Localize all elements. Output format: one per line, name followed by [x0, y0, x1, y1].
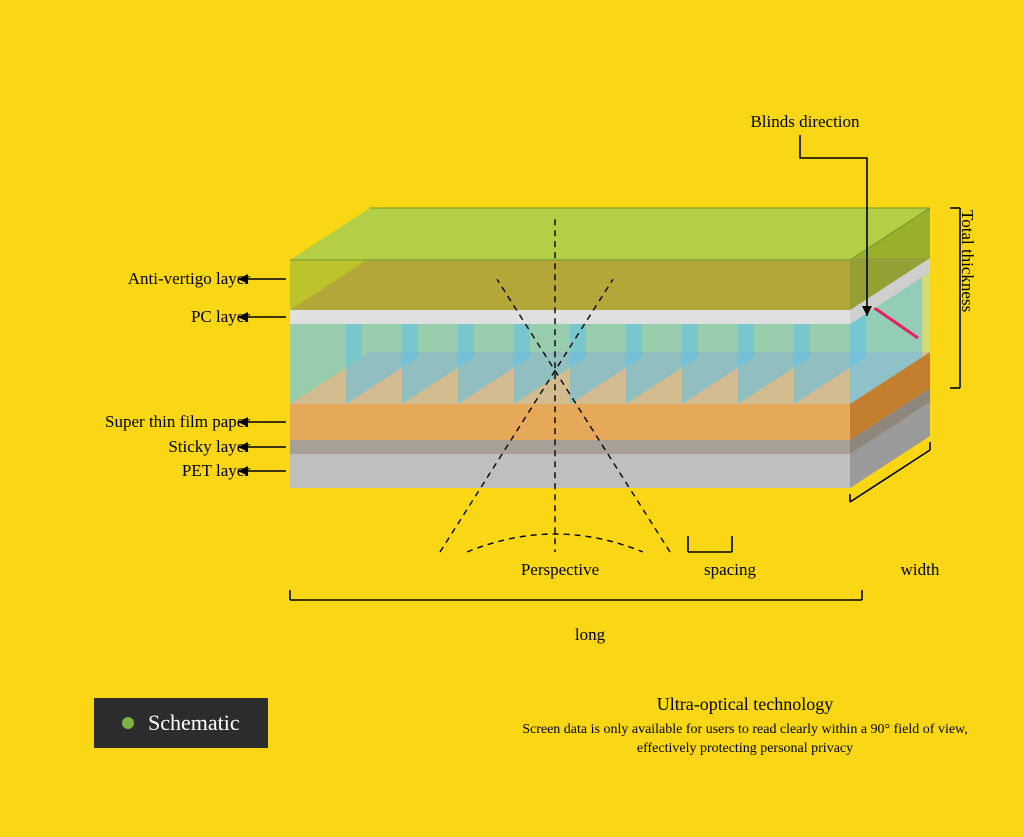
spacing-label: spacing	[680, 560, 780, 580]
footer-body: Screen data is only available for users …	[510, 721, 980, 759]
layer-label-pet: PET layer	[20, 461, 250, 481]
footer-title: Ultra-optical technology	[510, 694, 980, 715]
footer: Ultra-optical technology Screen data is …	[510, 694, 980, 759]
diagram-stage: Anti-vertigo layer PC layer Super thin fil…	[0, 0, 1024, 837]
long-label: long	[540, 625, 640, 645]
layer-label-sticky: Sticky layer	[20, 437, 250, 457]
blinds-direction-label: Blinds direction	[720, 112, 890, 132]
width-label: width	[880, 560, 960, 580]
perspective-label: Perspective	[500, 560, 620, 580]
schematic-badge: Schematic	[94, 698, 268, 748]
layer-label-pc: PC layer	[20, 307, 250, 327]
layer-labels-column: Anti-vertigo layer PC layer Super thin fil…	[0, 0, 250, 600]
layer-label-film: Super thin film paper	[20, 412, 250, 432]
thickness-label: Total thickness	[955, 210, 977, 312]
layer-label-anti_vertigo: Anti-vertigo layer	[20, 269, 250, 289]
badge-label: Schematic	[148, 710, 240, 736]
badge-dot-icon	[122, 717, 134, 729]
